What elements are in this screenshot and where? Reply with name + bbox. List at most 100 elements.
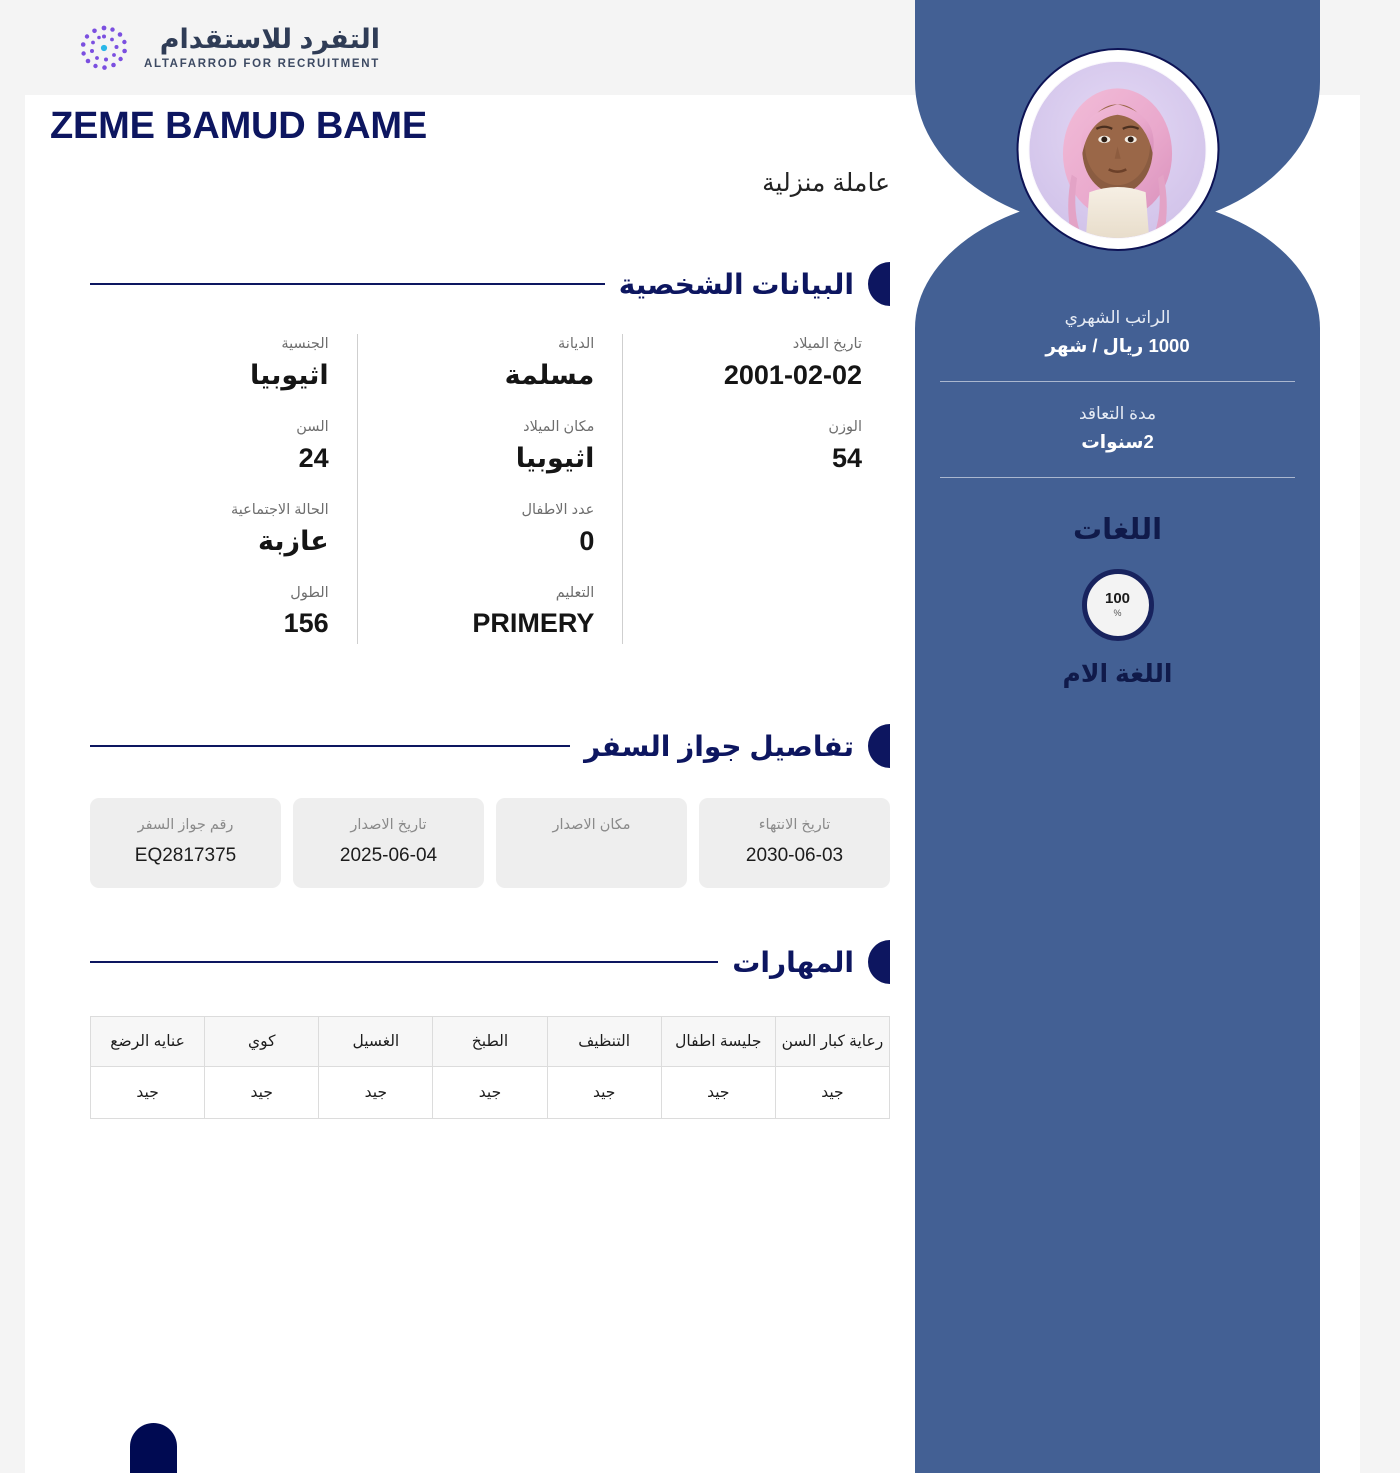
skill-rating: جيد [432,1066,548,1119]
field-birthplace: مكان الميلاد اثيوبيا [386,417,595,478]
skill-header: الغسيل [318,1016,434,1067]
field-value: اثيوبيا [515,442,595,473]
salary-block: الراتب الشهري 1000 ريال / شهر [915,300,1320,381]
personal-column-1: الجنسية اثيوبيا السن 24 الحالة الاجتماعي… [90,334,357,644]
job-role: عاملة منزلية [762,169,890,197]
brand-logo-text: التفرد للاستقدام ALTAFARROD FOR RECRUITM… [143,23,380,71]
skill-rating: جيد [546,1066,662,1119]
section-rule [90,960,719,964]
contract-value: 2سنوات [1081,430,1154,452]
field-label: الوزن [828,418,862,435]
field-age: السن 24 [118,417,329,478]
bottom-tab-marker [130,1423,177,1473]
language-proficiency-badge: 100 % [1081,568,1154,641]
table-row: جيد جيد جيد جيد جيد جيد جيد [89,1066,891,1119]
field-label: السن [296,418,329,435]
field-religion: الديانة مسلمة [386,334,595,395]
main-content: ZEME BAMUD BAME عاملة منزلية البيانات ال… [25,0,915,1473]
language-percent: 100 [1104,590,1131,608]
field-label: الديانة [558,336,595,352]
field-value: 2001-02-02 [723,359,862,390]
avatar [1016,48,1219,251]
skill-rating: جيد [89,1066,206,1119]
section-personal-data: البيانات الشخصية تاريخ الميلاد 2001-02-0… [90,262,890,644]
skill-header: التنظيف [546,1016,662,1067]
field-value: عازبة [258,525,329,556]
contract-block: مدة التعاقد 2سنوات [915,382,1320,477]
field-label: مكان الميلاد [523,418,595,435]
field-label: الطول [290,584,329,601]
skills-table: رعاية كبار السن جليسة اطفال التنظيف الطب… [89,1016,891,1119]
brand-swirl-icon [78,22,130,74]
skill-header: رعاية كبار السن [774,1016,891,1067]
card-label: رقم جواز السفر [137,817,234,833]
passport-card-expiry: تاريخ الانتهاء 2030-06-03 [699,798,890,888]
passport-card-number: رقم جواز السفر EQ2817375 [90,798,281,888]
card-label: تاريخ الانتهاء [758,817,831,833]
section-marker-icon [868,724,890,768]
field-birthdate: تاريخ الميلاد 2001-02-02 [651,334,862,395]
field-marital-status: الحالة الاجتماعية عازبة [118,500,329,561]
sidebar-info: الراتب الشهري 1000 ريال / شهر مدة التعاق… [915,300,1320,689]
card-label: مكان الاصدار [552,817,631,833]
languages-block: اللغات 100 % اللغة الام [915,512,1320,689]
personal-data-grid: تاريخ الميلاد 2001-02-02 الوزن 54 الديان… [90,334,890,644]
card-value: 2025-06-04 [339,844,438,866]
personal-section-header: البيانات الشخصية [90,262,890,306]
field-education: التعليم PRIMERY [386,583,595,644]
section-marker-icon [868,940,890,984]
skills-section-title: المهارات [732,946,854,978]
skill-header: جليسة اطفال [660,1016,776,1067]
passport-card-issue-date: تاريخ الاصدار 2025-06-04 [293,798,484,888]
language-badge-row: 100 % [915,568,1320,641]
field-label: الحالة الاجتماعية [230,501,329,518]
field-value: 54 [831,442,862,473]
section-rule [90,282,605,286]
profile-sidebar: الراتب الشهري 1000 ريال / شهر مدة التعاق… [915,0,1320,1473]
personal-column-3: تاريخ الميلاد 2001-02-02 الوزن 54 [623,334,890,644]
section-rule [90,744,571,748]
percent-symbol: % [1113,608,1122,619]
skill-header: الطبخ [432,1016,548,1067]
card-value [510,845,673,869]
card-value: EQ2817375 [134,844,237,866]
field-value: 156 [283,608,329,639]
language-name: اللغة الام [1062,659,1173,688]
field-value: مسلمة [504,359,595,390]
avatar-photo [1028,60,1207,239]
skills-header-row: رعاية كبار السن جليسة اطفال التنظيف الطب… [89,1016,891,1067]
skills-section-header: المهارات [90,940,890,984]
brand-name-ar: التفرد للاستقدام [159,23,380,54]
contract-label: مدة التعاقد [1078,403,1157,423]
field-value: PRIMERY [472,608,595,639]
skill-rating: جيد [660,1066,776,1119]
field-value: 24 [298,442,329,473]
field-children-count: عدد الاطفال 0 [386,500,595,561]
field-label: الجنسية [281,336,329,352]
field-label: التعليم [555,584,595,601]
field-label: عدد الاطفال [521,501,595,518]
section-marker-icon [868,262,890,306]
passport-section-title: تفاصيل جواز السفر [584,730,854,762]
skill-header: عنايه الرضع [89,1016,206,1067]
sidebar-divider-1 [940,380,1295,382]
salary-label: الراتب الشهري [1064,308,1171,327]
field-nationality: الجنسية اثيوبيا [118,334,329,395]
passport-card-issue-place: مكان الاصدار [496,798,687,888]
skill-header: كوي [204,1016,320,1067]
brand-name-en: ALTAFARROD FOR RECRUITMENT [143,57,380,70]
passport-section-header: تفاصيل جواز السفر [90,724,890,768]
section-passport-details: تفاصيل جواز السفر تاريخ الانتهاء 2030-06… [90,724,890,888]
skill-rating: جيد [774,1066,891,1119]
personal-column-2: الديانة مسلمة مكان الميلاد اثيوبيا عدد ا… [356,334,624,644]
sidebar-divider-2 [940,476,1295,478]
field-value: 0 [579,525,595,556]
brand-logo: التفرد للاستقدام ALTAFARROD FOR RECRUITM… [78,22,380,74]
skill-rating: جيد [318,1066,434,1119]
personal-section-title: البيانات الشخصية [618,268,854,300]
field-label: تاريخ الميلاد [792,336,862,352]
field-height: الطول 156 [118,583,329,644]
section-skills: المهارات رعاية كبار السن جليسة اطفال الت… [89,940,891,1119]
salary-value: 1000 ريال / شهر [1045,335,1190,357]
